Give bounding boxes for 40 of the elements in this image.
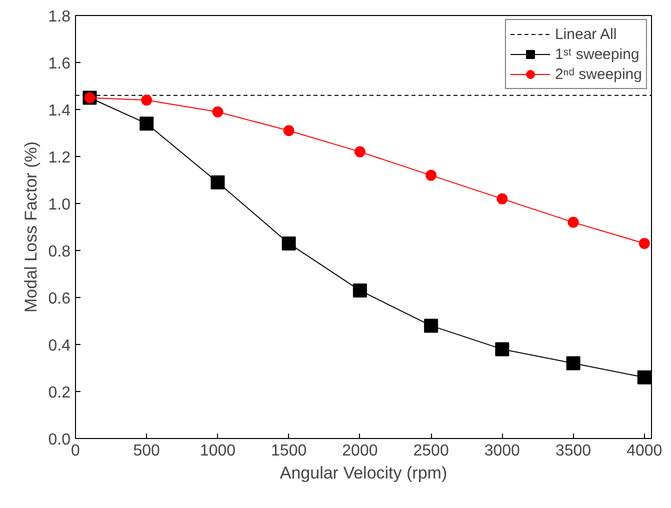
y-tick-label: 0.4 xyxy=(48,338,71,354)
x-tick-label: 2000 xyxy=(342,442,378,460)
x-tick-label: 2500 xyxy=(413,442,449,460)
y-tick-label: 0.8 xyxy=(48,244,71,260)
point xyxy=(140,116,154,131)
x-tick-label: 0 xyxy=(71,442,80,460)
y-axis-title: Modal Loss Factor (%) xyxy=(21,142,40,312)
x-tick-label: 1500 xyxy=(271,442,307,460)
legend-label: 2ⁿᵈ sweeping xyxy=(554,66,642,82)
x-tick-label: 500 xyxy=(133,442,160,460)
point xyxy=(354,146,366,158)
point xyxy=(426,170,437,181)
y-tick-label: 1.2 xyxy=(48,150,71,166)
point xyxy=(424,318,438,333)
point xyxy=(283,125,294,136)
point xyxy=(141,94,152,106)
y-tick-label: 0.2 xyxy=(48,384,71,402)
x-tick-label: 1000 xyxy=(200,442,236,460)
x-axis-title: Angular Velocity (rpm) xyxy=(280,464,448,482)
point xyxy=(495,342,510,356)
y-tick-label: 0.0 xyxy=(48,432,71,448)
y-tick-label: 1.0 xyxy=(48,196,71,214)
point xyxy=(638,238,650,249)
point xyxy=(210,175,225,190)
y-tick-label: 0.6 xyxy=(48,290,71,308)
legend-label: 1ˢᵗ sweeping xyxy=(554,46,640,62)
y-tick-label: 1.4 xyxy=(48,102,71,120)
x-tick-label: 3500 xyxy=(555,442,592,460)
point xyxy=(282,236,296,250)
x-tick-label: 4000 xyxy=(626,442,662,460)
y-tick-label: 1.6 xyxy=(48,56,71,72)
legend-label: Linear All xyxy=(554,26,617,42)
y-tick-label: 1.8 xyxy=(48,8,71,26)
x-tick-label: 3000 xyxy=(484,442,520,460)
point xyxy=(568,216,579,228)
point xyxy=(212,106,224,118)
point xyxy=(637,370,652,384)
point xyxy=(352,283,367,298)
point xyxy=(496,193,508,204)
point xyxy=(566,356,580,370)
